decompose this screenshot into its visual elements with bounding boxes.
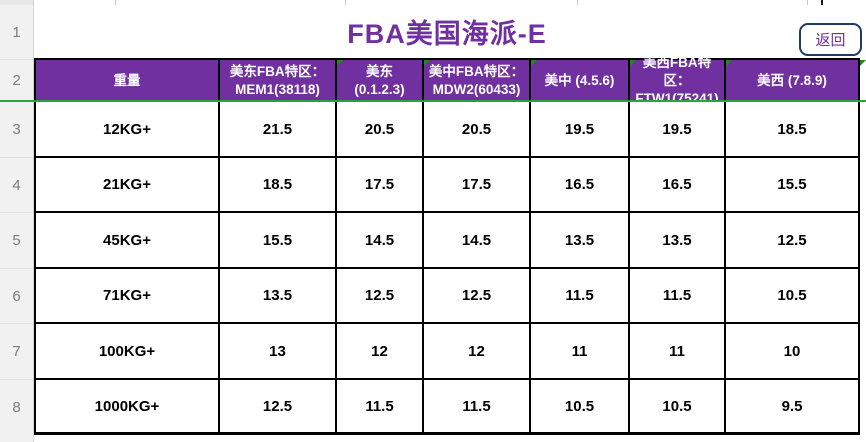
page-title: FBA美国海派-E bbox=[347, 19, 547, 49]
header-line: MEM1(38118) bbox=[235, 82, 320, 97]
header-line: MDW2(60433) bbox=[432, 82, 521, 97]
column-header-central[interactable]: 美中 (4.5.6) bbox=[531, 60, 630, 102]
rate-table-body: 12KG+ 21.5 20.5 20.5 19.5 19.5 18.5 21KG… bbox=[34, 102, 860, 435]
table-row: 21KG+ 18.5 17.5 17.5 16.5 16.5 15.5 bbox=[36, 158, 860, 213]
header-line: 美西 (7.8.9) bbox=[757, 73, 827, 88]
cell[interactable]: 12 bbox=[337, 324, 424, 378]
row-header-8[interactable]: 8 bbox=[12, 399, 21, 416]
cell[interactable]: 17.5 bbox=[337, 158, 424, 211]
cell[interactable]: 10.5 bbox=[630, 380, 726, 432]
column-divider bbox=[577, 0, 578, 5]
cell[interactable]: 12.5 bbox=[337, 269, 424, 322]
cell[interactable]: 13.5 bbox=[531, 213, 630, 267]
cell[interactable]: 20.5 bbox=[337, 102, 424, 156]
column-divider bbox=[115, 0, 116, 5]
cell-weight[interactable]: 45KG+ bbox=[36, 213, 220, 267]
header-line: 美东FBA特区： bbox=[229, 64, 326, 79]
cell[interactable]: 15.5 bbox=[220, 213, 337, 267]
cell[interactable]: 13 bbox=[220, 324, 337, 378]
cell[interactable]: 11 bbox=[531, 324, 630, 378]
cell[interactable]: 13.5 bbox=[630, 213, 726, 267]
row-header-6[interactable]: 6 bbox=[0, 269, 33, 324]
error-marker-icon bbox=[531, 60, 537, 66]
cell[interactable]: 14.5 bbox=[337, 213, 424, 267]
table-row: 71KG+ 13.5 12.5 12.5 11.5 11.5 10.5 bbox=[36, 269, 860, 324]
back-button[interactable]: 返回 bbox=[799, 23, 862, 56]
column-header-east-fba[interactable]: 美东FBA特区： MEM1(38118) bbox=[220, 60, 337, 102]
cell[interactable]: 12.5 bbox=[220, 380, 337, 432]
cell[interactable]: 21.5 bbox=[220, 102, 337, 156]
cell[interactable]: 11.5 bbox=[531, 269, 630, 322]
row-header-4[interactable]: 4 bbox=[0, 158, 33, 213]
table-header-row: 重量 美东FBA特区： MEM1(38118) 美东 (0.1.2.3) 美中F… bbox=[34, 55, 860, 106]
row-header-3[interactable]: 3 bbox=[0, 102, 33, 158]
header-line: 美中FBA特区： bbox=[428, 64, 525, 79]
column-header-east[interactable]: 美东 (0.1.2.3) bbox=[337, 60, 424, 102]
freeze-pane-divider bbox=[0, 100, 866, 102]
cell[interactable]: 11 bbox=[630, 324, 726, 378]
cell[interactable]: 19.5 bbox=[531, 102, 630, 156]
cell[interactable]: 12 bbox=[424, 324, 531, 378]
error-marker-icon bbox=[630, 60, 636, 66]
column-header-central-fba[interactable]: 美中FBA特区： MDW2(60433) bbox=[424, 60, 531, 102]
cell[interactable]: 16.5 bbox=[531, 158, 630, 211]
cell[interactable]: 11.5 bbox=[424, 380, 531, 432]
cell-weight[interactable]: 21KG+ bbox=[36, 158, 220, 211]
gutter-corner bbox=[0, 0, 34, 5]
header-line: 美中 (4.5.6) bbox=[544, 73, 615, 88]
table-row: 12KG+ 21.5 20.5 20.5 19.5 19.5 18.5 bbox=[36, 102, 860, 158]
error-marker-icon bbox=[424, 60, 430, 66]
header-line: 美西FBA特区： bbox=[642, 55, 712, 88]
header-line: 美东 bbox=[366, 64, 393, 79]
cell[interactable]: 9.5 bbox=[726, 380, 860, 432]
cell[interactable]: 10.5 bbox=[531, 380, 630, 432]
cell[interactable]: 13.5 bbox=[220, 269, 337, 322]
row-header-5[interactable]: 5 bbox=[0, 213, 33, 269]
column-header-west-fba[interactable]: 美西FBA特区： FTW1(75241) bbox=[630, 55, 726, 106]
cell[interactable]: 11.5 bbox=[630, 269, 726, 322]
cell[interactable]: 12.5 bbox=[726, 213, 860, 267]
table-row: 1000KG+ 12.5 11.5 11.5 10.5 10.5 9.5 bbox=[36, 380, 860, 435]
error-marker-icon bbox=[337, 60, 343, 66]
row-header-1[interactable]: 1 bbox=[0, 5, 33, 60]
cell-weight[interactable]: 100KG+ bbox=[36, 324, 220, 378]
row-header-2[interactable]: 2 bbox=[0, 60, 33, 102]
error-marker-icon bbox=[726, 60, 732, 66]
cell[interactable]: 17.5 bbox=[424, 158, 531, 211]
cell[interactable]: 15.5 bbox=[726, 158, 860, 211]
table-row: 45KG+ 15.5 14.5 14.5 13.5 13.5 12.5 bbox=[36, 213, 860, 269]
row-header-7[interactable]: 7 bbox=[0, 324, 33, 380]
header-line: (0.1.2.3) bbox=[354, 82, 405, 97]
cell[interactable]: 10.5 bbox=[726, 269, 860, 322]
cell-border-fragment bbox=[821, 0, 823, 7]
column-header-west[interactable]: 美西 (7.8.9) bbox=[726, 60, 860, 102]
row-header-gutter: 1 2 3 4 5 6 7 8 bbox=[0, 5, 34, 442]
cell[interactable]: 14.5 bbox=[424, 213, 531, 267]
top-row-sliver bbox=[0, 0, 866, 5]
cell[interactable]: 12.5 bbox=[424, 269, 531, 322]
column-header-weight[interactable]: 重量 bbox=[36, 60, 220, 102]
header-line: 重量 bbox=[113, 73, 141, 88]
cell[interactable]: 16.5 bbox=[630, 158, 726, 211]
table-row: 100KG+ 13 12 12 11 11 10 bbox=[36, 324, 860, 380]
cell[interactable]: 18.5 bbox=[726, 102, 860, 156]
cell[interactable]: 10 bbox=[726, 324, 860, 378]
cell-weight[interactable]: 12KG+ bbox=[36, 102, 220, 156]
cell-weight[interactable]: 71KG+ bbox=[36, 269, 220, 322]
cell-weight[interactable]: 1000KG+ bbox=[36, 380, 220, 432]
cell[interactable]: 18.5 bbox=[220, 158, 337, 211]
column-divider bbox=[807, 0, 808, 5]
column-divider bbox=[345, 0, 346, 5]
cell[interactable]: 19.5 bbox=[630, 102, 726, 156]
cell[interactable]: 20.5 bbox=[424, 102, 531, 156]
title-row: FBA美国海派-E bbox=[34, 5, 860, 58]
cell[interactable]: 11.5 bbox=[337, 380, 424, 432]
error-marker-icon bbox=[860, 60, 866, 66]
